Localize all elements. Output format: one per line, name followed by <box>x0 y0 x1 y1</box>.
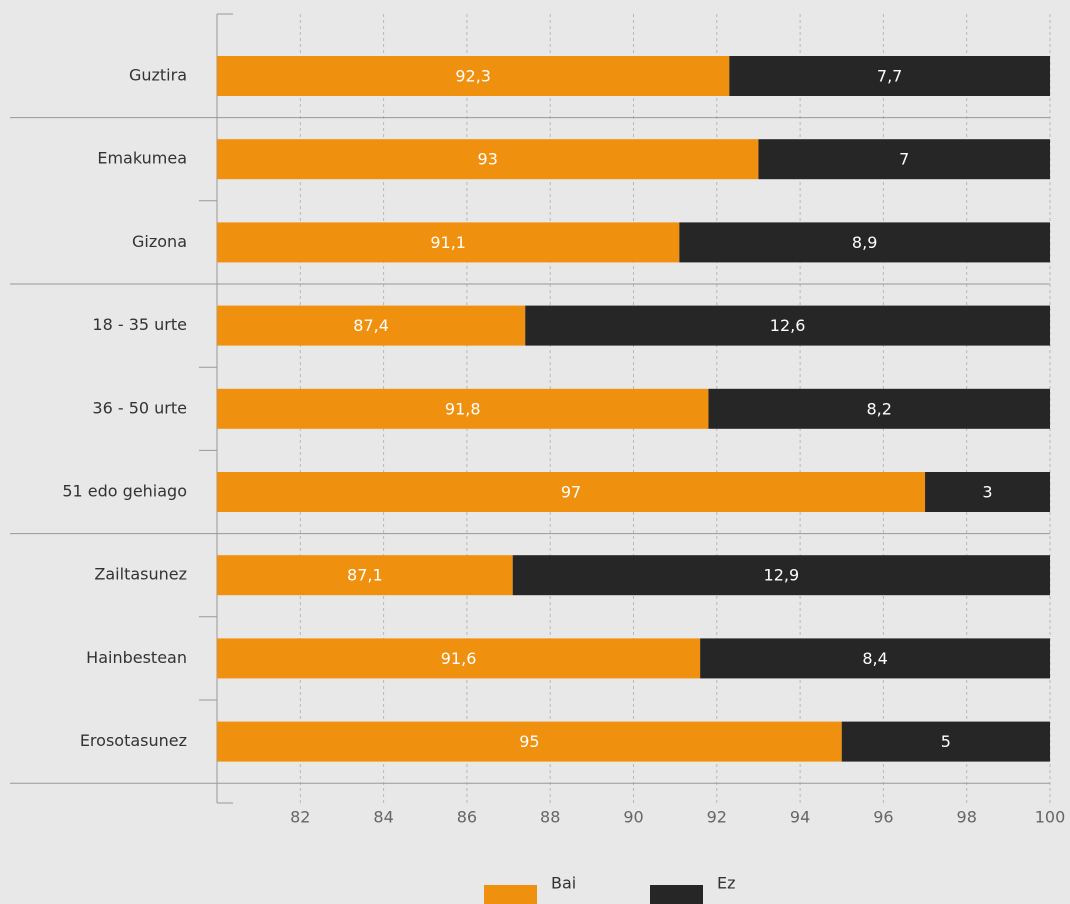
legend-label: Bai <box>551 874 576 893</box>
value-label: 92,3 <box>455 67 491 86</box>
y-tick-label: 36 - 50 urte <box>92 398 187 417</box>
bar-segment <box>217 638 701 679</box>
x-tick-label: 84 <box>373 808 393 827</box>
value-label: 5 <box>941 732 951 751</box>
legend-swatch <box>484 885 537 904</box>
bar-segment <box>217 56 730 96</box>
x-tick-label: 82 <box>290 808 310 827</box>
bar-segment <box>217 305 526 346</box>
value-label: 8,9 <box>852 233 877 252</box>
bar-segment <box>708 388 1050 429</box>
x-tick-label: 88 <box>540 808 560 827</box>
value-label: 7,7 <box>877 67 902 86</box>
bar-segment <box>758 139 1050 180</box>
legend-swatch <box>650 885 703 904</box>
bar-segment <box>512 555 1050 596</box>
y-tick-label: 51 edo gehiago <box>62 482 187 501</box>
bar-segment <box>525 305 1050 346</box>
y-tick-label: Gizona <box>132 232 187 251</box>
bar-segment <box>700 638 1050 679</box>
value-label: 87,4 <box>353 316 389 335</box>
x-tick-label: 90 <box>623 808 643 827</box>
value-label: 7 <box>899 150 909 169</box>
bar-segment <box>217 555 513 596</box>
value-label: 91,6 <box>441 649 477 668</box>
bar-segment <box>217 222 680 263</box>
y-tick-label: Hainbestean <box>86 648 187 667</box>
bar-segment <box>679 222 1050 263</box>
y-tick-label: Erosotasunez <box>80 731 187 750</box>
value-label: 87,1 <box>347 566 383 585</box>
bar-segment <box>841 721 1050 762</box>
value-label: 91,8 <box>445 399 481 418</box>
bar-segment <box>925 472 1050 512</box>
value-label: 12,6 <box>770 316 806 335</box>
y-tick-label: 18 - 35 urte <box>92 315 187 334</box>
y-tick-label: Guztira <box>129 66 187 85</box>
bar-segment <box>217 388 709 429</box>
value-label: 97 <box>561 483 581 502</box>
x-tick-label: 100 <box>1035 808 1066 827</box>
value-label: 8,2 <box>867 399 892 418</box>
x-tick-label: 92 <box>707 808 727 827</box>
value-label: 3 <box>982 483 992 502</box>
bar-segment <box>217 721 842 762</box>
bar-segment <box>217 472 926 512</box>
value-label: 12,9 <box>764 566 800 585</box>
value-label: 91,1 <box>430 233 466 252</box>
x-tick-label: 98 <box>957 808 977 827</box>
legend-label: Ez <box>717 874 736 893</box>
bar-segment <box>217 139 759 180</box>
x-tick-label: 94 <box>790 808 810 827</box>
x-tick-label: 96 <box>873 808 893 827</box>
value-label: 93 <box>478 150 498 169</box>
bar-segment <box>729 56 1050 96</box>
value-label: 8,4 <box>862 649 887 668</box>
value-label: 95 <box>519 732 539 751</box>
y-tick-label: Zailtasunez <box>94 565 187 584</box>
y-tick-label: Emakumea <box>97 149 187 168</box>
x-tick-label: 86 <box>457 808 477 827</box>
